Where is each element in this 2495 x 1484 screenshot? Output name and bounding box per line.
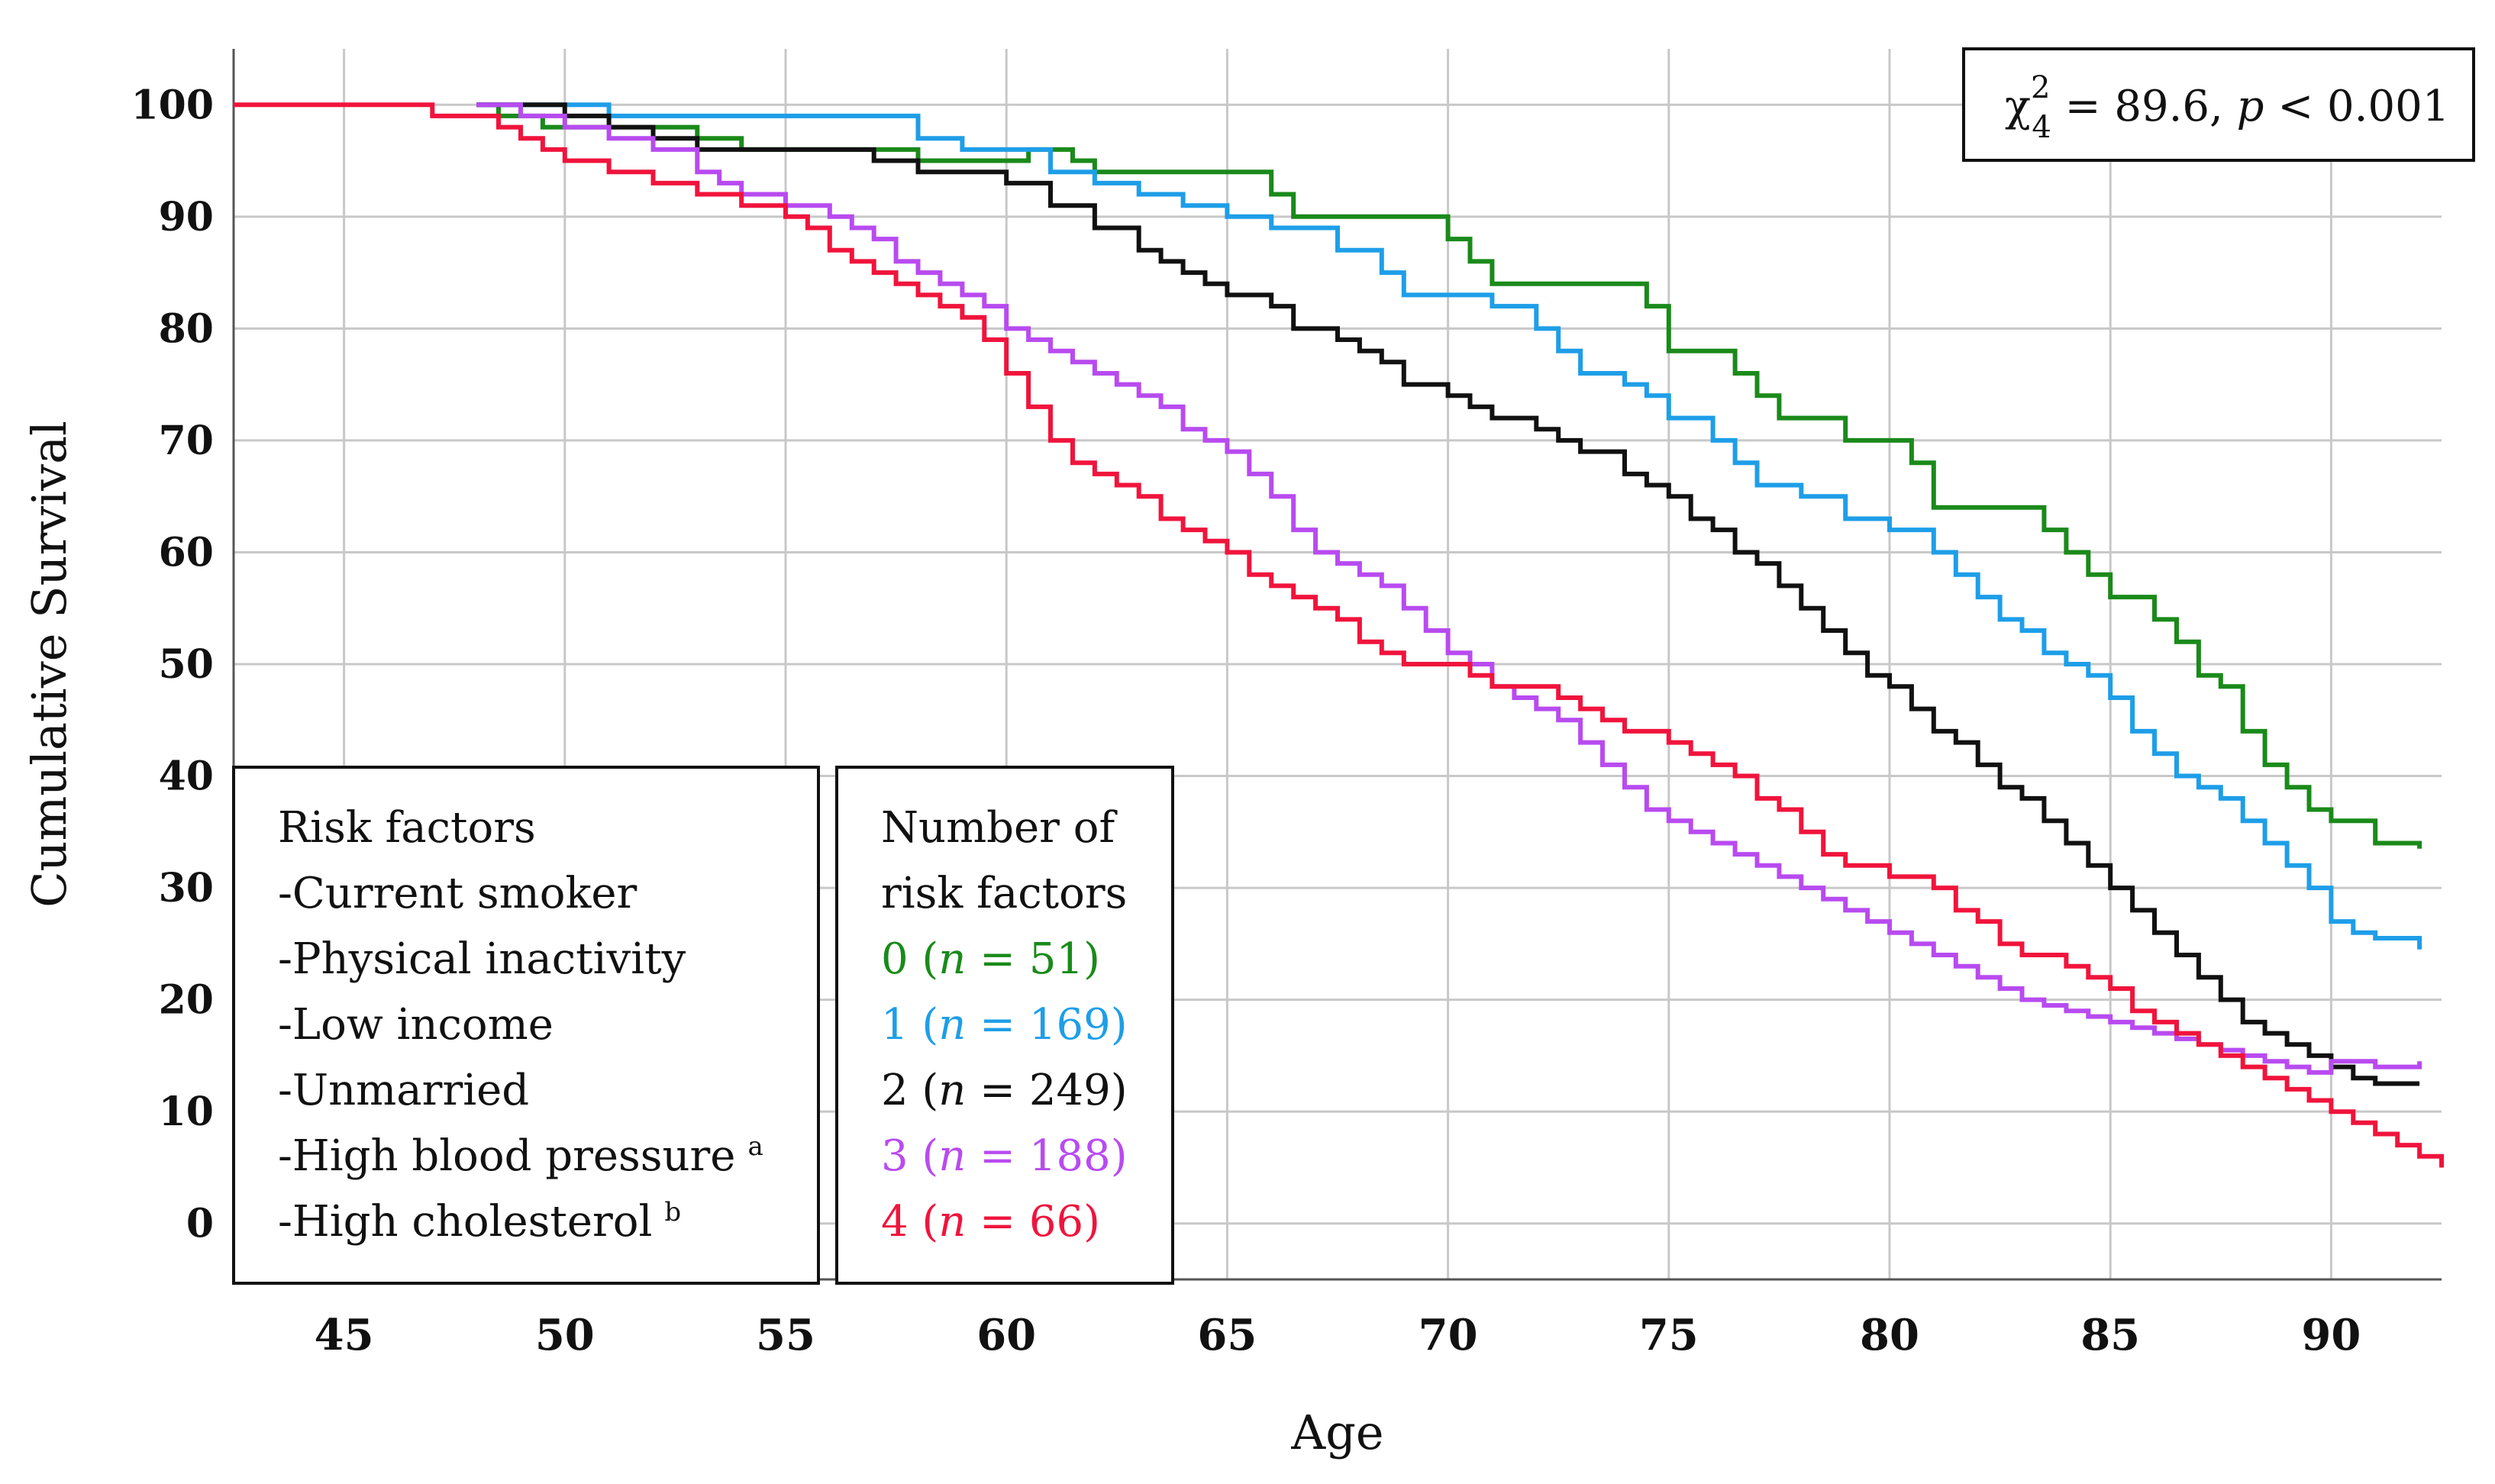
series-line-2	[476, 102, 2420, 1086]
legend-title-line2: risk factors	[881, 869, 1127, 918]
y-tick-label: 40	[159, 753, 214, 800]
legend-n-value: = 188)	[966, 1131, 1127, 1181]
risk-factors-title: Risk factors	[278, 803, 536, 853]
y-tick-label: 20	[159, 977, 214, 1024]
risk-factor-item: -High blood pressure a	[278, 1131, 763, 1181]
risk-factor-item: -High cholesterol b	[278, 1197, 681, 1247]
legend-group-label: 0 (	[881, 934, 938, 984]
legend-items: 0 (n = 51)1 (n = 169)2 (n = 249)3 (n = 1…	[881, 934, 1128, 1247]
chi-superscript: 2	[2031, 70, 2050, 105]
x-tick-label: 55	[756, 1310, 815, 1360]
y-axis-title: Cumulative Survival	[21, 421, 77, 908]
x-tick-label: 45	[315, 1310, 374, 1360]
x-tick-label: 85	[2080, 1310, 2140, 1360]
legend: Number of risk factors 0 (n = 51)1 (n = …	[835, 766, 1174, 1285]
grid-lines	[234, 49, 2442, 1279]
legend-n-symbol: n	[938, 1197, 966, 1247]
legend-n-value: = 66)	[966, 1197, 1100, 1247]
tick-labels: 45 50 55 60 65 70 75 80 85 90 0 10 20 30 40 50 60 70 80 90 1…	[131, 82, 2361, 1360]
series-line-1	[476, 102, 2422, 950]
risk-factor-item: -Current smoker	[278, 869, 637, 918]
legend-item-2: 2 (n = 249)	[881, 1066, 1128, 1115]
y-tick-label: 0	[186, 1201, 214, 1247]
y-tick-label: 70	[159, 418, 214, 464]
legend-item-4: 4 (n = 66)	[881, 1197, 1100, 1247]
legend-group-label: 4 (	[881, 1197, 938, 1247]
p-symbol: p	[2237, 82, 2264, 131]
legend-n-value: = 169)	[966, 1000, 1127, 1050]
legend-group-label: 1 (	[881, 1000, 938, 1050]
legend-n-value: = 249)	[966, 1066, 1127, 1115]
y-tick-label: 30	[159, 865, 214, 911]
x-tick-label: 50	[535, 1310, 595, 1360]
stat-annotation-box	[1962, 47, 2475, 162]
legend-group-label: 2 (	[881, 1066, 938, 1115]
y-tick-label: 100	[131, 82, 214, 128]
series-lines	[234, 102, 2444, 1168]
y-tick-label: 50	[159, 641, 214, 688]
chi-symbol: χ	[2005, 82, 2031, 131]
chi-subscript: 4	[2032, 110, 2051, 145]
legend-n-value: = 51)	[966, 934, 1100, 984]
legend-item-0: 0 (n = 51)	[881, 934, 1100, 984]
x-tick-label: 75	[1639, 1310, 1699, 1360]
legend-n-symbol: n	[938, 934, 966, 984]
risk-factors-frame	[232, 766, 820, 1285]
y-tick-label: 10	[159, 1089, 214, 1135]
legend-group-label: 3 (	[881, 1131, 938, 1181]
risk-factor-footnote: b	[664, 1197, 681, 1228]
x-tick-label: 70	[1419, 1310, 1478, 1360]
legend-item-1: 1 (n = 169)	[881, 1000, 1128, 1050]
risk-factor-item: -Unmarried	[278, 1066, 529, 1115]
x-tick-label: 60	[976, 1310, 1036, 1360]
series-line-0	[476, 102, 2422, 849]
x-tick-label: 65	[1197, 1310, 1257, 1360]
chi-value: = 89.6,	[2051, 82, 2237, 131]
x-tick-label: 90	[2301, 1310, 2361, 1360]
stat-annotation: χ2 4 = 89.6, p < 0.001	[1962, 47, 2475, 162]
risk-factor-items: -Current smoker -Physical inactivity -Low …	[278, 869, 763, 1247]
risk-factor-footnote: a	[747, 1131, 763, 1162]
series-line-4	[234, 102, 2444, 1168]
x-axis-title: Age	[1290, 1405, 1383, 1460]
y-tick-label: 90	[159, 194, 214, 240]
stat-annotation-text: χ2 4 = 89.6, p < 0.001	[2005, 70, 2449, 145]
p-value: < 0.001	[2264, 82, 2450, 131]
legend-item-3: 3 (n = 188)	[881, 1131, 1128, 1181]
legend-frame	[835, 766, 1174, 1285]
risk-factor-item: -Low income	[278, 1000, 554, 1050]
y-tick-label: 80	[159, 305, 214, 352]
x-tick-label: 80	[1860, 1310, 1919, 1360]
legend-n-symbol: n	[938, 1000, 966, 1050]
risk-factors-box: Risk factors -Current smoker -Physical in…	[232, 766, 820, 1285]
y-tick-label: 60	[159, 529, 214, 576]
legend-n-symbol: n	[938, 1066, 966, 1115]
legend-n-symbol: n	[938, 1131, 966, 1181]
legend-title-line1: Number of	[881, 803, 1118, 853]
risk-factor-item: -Physical inactivity	[278, 934, 686, 984]
